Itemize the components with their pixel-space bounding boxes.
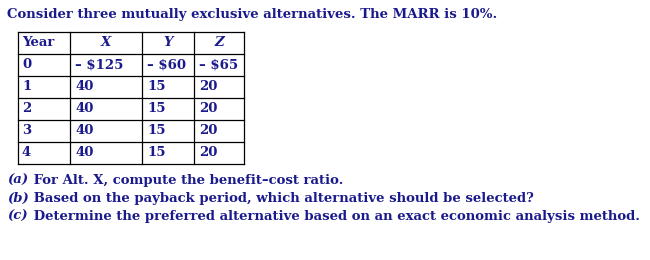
Text: 20: 20 [199,125,217,138]
Text: For Alt. Χ, compute the benefit–cost ratio.: For Alt. Χ, compute the benefit–cost rat… [29,174,343,187]
Text: 3: 3 [22,125,31,138]
Text: 40: 40 [75,102,94,115]
Text: Based on the payback period, which alternative should be selected?: Based on the payback period, which alter… [29,192,534,205]
Text: 15: 15 [147,81,166,94]
Text: 15: 15 [147,102,166,115]
Text: 0: 0 [22,58,31,72]
Text: 15: 15 [147,125,166,138]
Text: Consider three mutually exclusive alternatives. The MARR is 10%.: Consider three mutually exclusive altern… [7,8,497,21]
Text: Y: Y [163,36,173,49]
Text: (c): (c) [7,210,27,223]
Text: X: X [101,36,111,49]
Text: 20: 20 [199,102,217,115]
Text: 40: 40 [75,146,94,159]
Text: Year: Year [22,36,55,49]
Text: 2: 2 [22,102,31,115]
Text: (b): (b) [7,192,29,205]
Text: 15: 15 [147,146,166,159]
Text: 40: 40 [75,81,94,94]
Text: Determine the preferred alternative based on an exact economic analysis method.: Determine the preferred alternative base… [29,210,640,223]
Text: – $125: – $125 [75,58,124,72]
Text: 40: 40 [75,125,94,138]
Text: (a): (a) [7,174,28,187]
Text: 1: 1 [22,81,31,94]
Text: – $65: – $65 [199,58,238,72]
Text: Z: Z [214,36,224,49]
Text: – $60: – $60 [147,58,186,72]
Text: 20: 20 [199,146,217,159]
Text: 20: 20 [199,81,217,94]
Text: 4: 4 [22,146,31,159]
